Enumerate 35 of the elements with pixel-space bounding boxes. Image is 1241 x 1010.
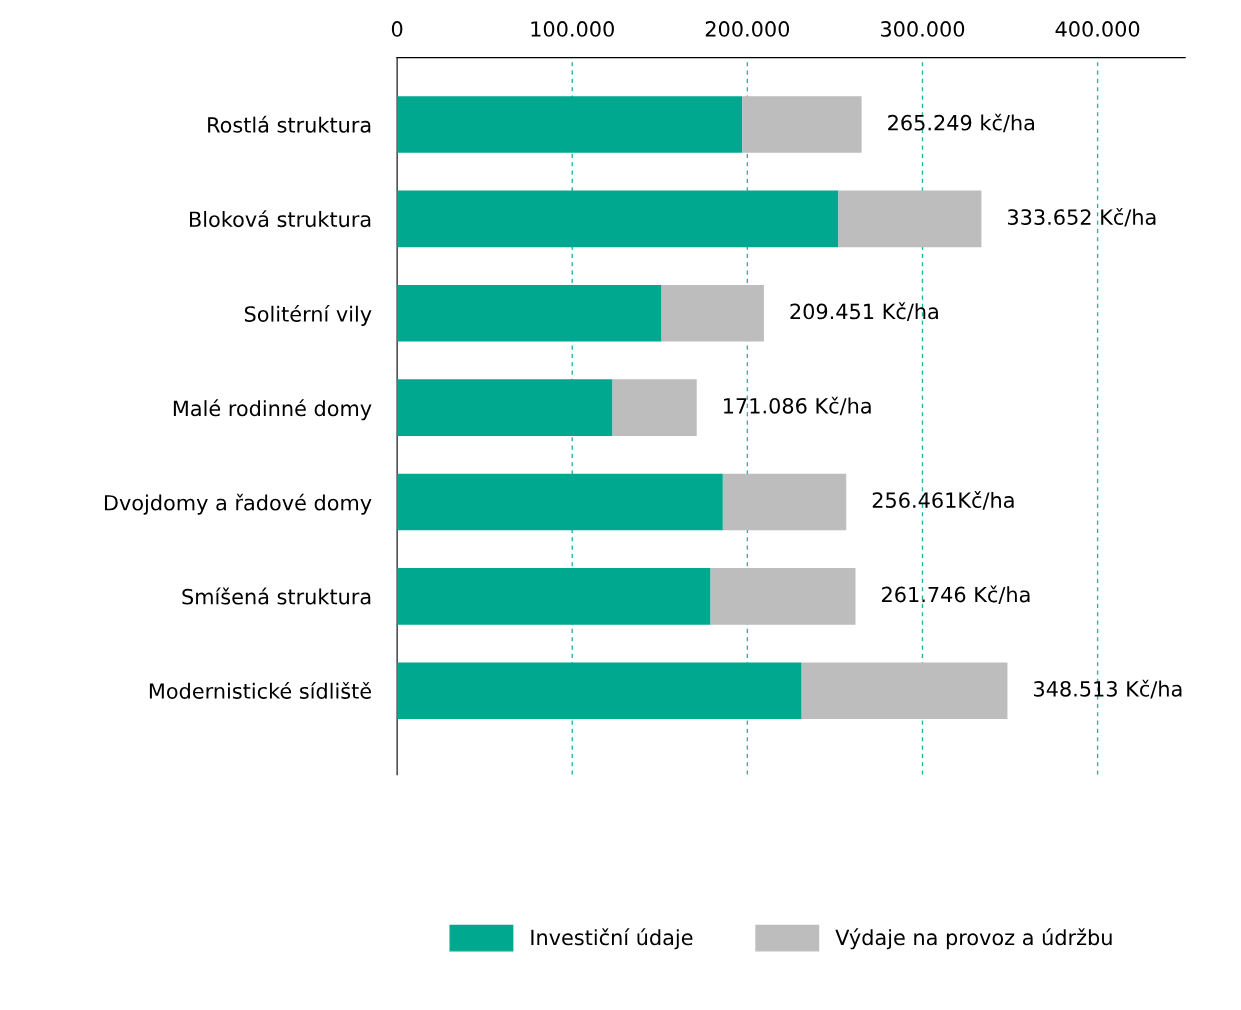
bar <box>397 96 743 153</box>
x-tick-label: 400.000 <box>1055 21 1140 37</box>
legend-label: Investiční údaje <box>531 928 693 950</box>
bar <box>397 379 613 436</box>
total-label: 171.086 Kč/ha <box>724 396 871 416</box>
bar <box>710 568 856 625</box>
bar <box>742 96 862 153</box>
x-tick-label: 300.000 <box>880 21 965 37</box>
bar <box>397 284 662 342</box>
bar <box>612 379 697 436</box>
bar <box>722 473 847 531</box>
y-tick-label: Smíšená struktura <box>182 587 371 605</box>
bar <box>838 190 982 248</box>
x-tick-label: 100.000 <box>531 21 614 37</box>
total-label: 261.746 Kč/ha <box>882 585 1030 605</box>
bar <box>397 190 839 248</box>
total-label: 333.652 Kč/ha <box>1008 208 1156 227</box>
y-tick-label: Modernistické sídliště <box>149 681 372 699</box>
y-tick-label: Dvojdomy a řadové domy <box>104 493 372 515</box>
legend-label: Výdaje na provoz a údržbu <box>835 928 1112 950</box>
bar <box>397 662 802 719</box>
total-label: 348.513 Kč/ha <box>1034 679 1182 699</box>
bar <box>397 568 711 625</box>
y-tick-label: Rostlá struktura <box>208 115 371 133</box>
bar <box>397 473 723 531</box>
bar <box>661 284 764 342</box>
y-tick-label: Bloková struktura <box>190 210 371 228</box>
x-tick-label: 0 <box>391 21 403 37</box>
x-tick-label: 200.000 <box>705 21 790 37</box>
y-tick-label: Malé rodinné domy <box>173 399 372 421</box>
total-label: 256.461Kč/ha <box>872 491 1014 510</box>
y-tick-label: Solitérní vily <box>244 304 372 326</box>
bar <box>801 662 1008 719</box>
total-label: 265.249 kč/ha <box>888 113 1035 133</box>
total-label: 209.451 Kč/ha <box>790 302 938 321</box>
